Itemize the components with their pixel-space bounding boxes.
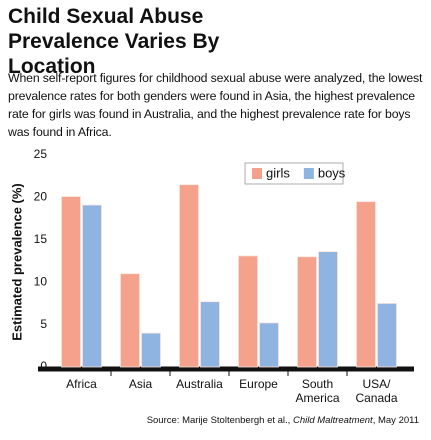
bar: [356, 201, 376, 368]
bar: [61, 196, 81, 368]
bar: [141, 332, 161, 368]
x-tick-label: South America: [295, 377, 340, 405]
x-tick-label: Asia: [128, 377, 153, 391]
chart-title: Child Sexual Abuse Prevalence Varies By …: [8, 5, 220, 78]
bar: [259, 322, 279, 368]
legend-swatch: [303, 168, 314, 179]
y-tick-label: 25: [34, 147, 48, 161]
x-tick-label: USA/ Canada: [355, 377, 398, 405]
source: Source: Marije Stoltenbergh et al., Chil…: [147, 415, 419, 426]
x-tick-label: Australia: [176, 377, 223, 391]
x-tick-label: Africa: [66, 377, 97, 391]
y-tick-label: 5: [40, 317, 47, 331]
bar: [120, 273, 140, 368]
bar: [318, 251, 338, 368]
source-journal: Child Maltreatment: [292, 415, 373, 426]
bar: [297, 256, 317, 368]
bar: [82, 204, 102, 368]
y-axis-label: Estimated prevalence (%): [9, 183, 24, 341]
bar: [238, 255, 258, 368]
y-tick-label: 0: [40, 359, 47, 373]
x-tick-label: Europe: [239, 377, 278, 391]
bar: [377, 302, 397, 368]
source-prefix: Source: Marije Stoltenbergh et al.,: [146, 415, 291, 426]
y-tick-label: 10: [34, 274, 48, 288]
y-tick-label: 20: [34, 190, 48, 204]
legend-label: boys: [318, 165, 346, 180]
legend-box: [244, 162, 344, 185]
bar: [200, 301, 220, 368]
bar: [179, 184, 199, 368]
legend-label: girls: [266, 165, 290, 180]
legend-swatch: [252, 168, 262, 179]
source-suffix: , May 2011: [372, 415, 419, 426]
y-tick-label: 15: [34, 232, 48, 246]
chart-subtitle: When self-report figures for childhood s…: [8, 71, 423, 139]
